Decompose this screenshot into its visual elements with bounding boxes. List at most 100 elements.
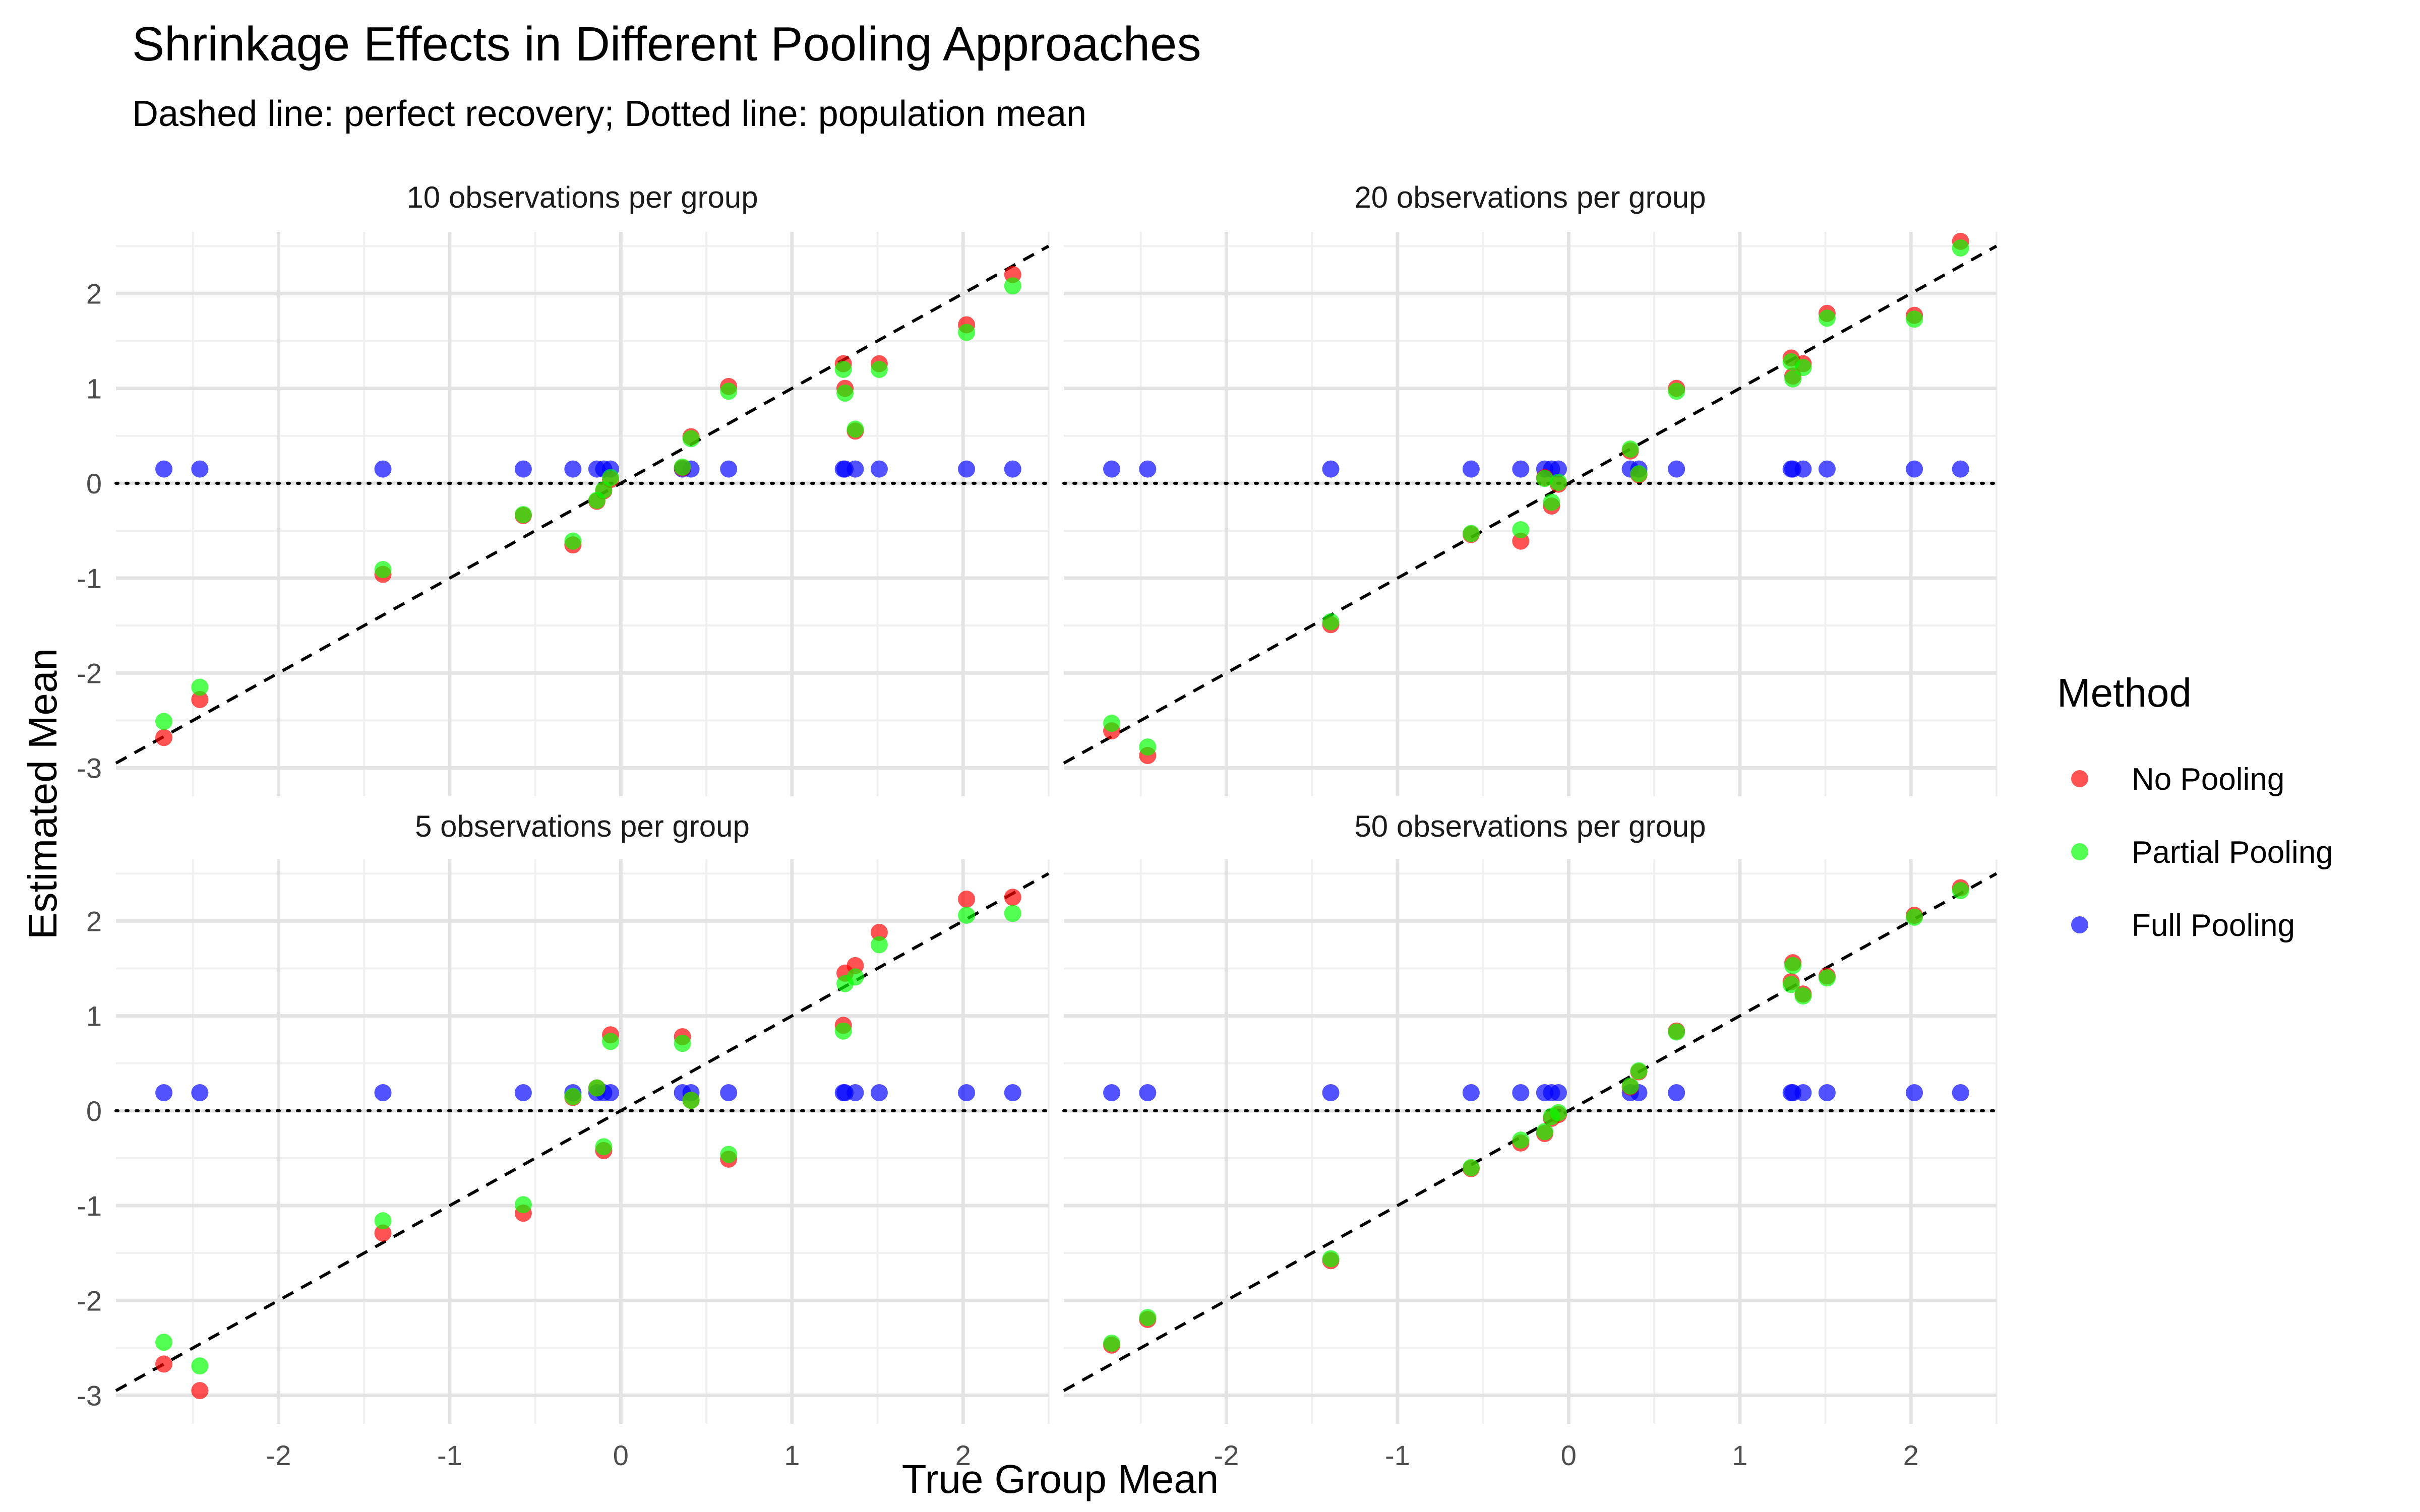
facet-label: 10 observations per group xyxy=(406,180,758,214)
data-point xyxy=(870,936,888,954)
data-point xyxy=(1668,1084,1685,1102)
data-point xyxy=(1103,1084,1121,1102)
data-point xyxy=(1818,460,1836,478)
legend-key xyxy=(2071,916,2088,933)
data-point xyxy=(1550,1104,1567,1121)
x-tick-label: 2 xyxy=(955,1439,971,1471)
data-point xyxy=(1462,525,1480,542)
y-tick-label: -1 xyxy=(77,562,102,594)
data-point xyxy=(1512,521,1530,539)
data-point xyxy=(1550,460,1567,478)
data-point xyxy=(155,729,173,746)
y-axis-title: Estimated Mean xyxy=(20,648,65,939)
chart-title: Shrinkage Effects in Different Pooling A… xyxy=(132,17,1201,71)
data-point xyxy=(1668,460,1685,478)
data-point xyxy=(155,1084,173,1102)
data-point xyxy=(1462,460,1480,478)
data-point xyxy=(1139,1309,1157,1327)
data-point xyxy=(720,1084,738,1102)
data-point xyxy=(1543,493,1560,511)
data-point xyxy=(1512,1131,1530,1149)
data-point xyxy=(1322,613,1340,631)
y-tick-label: -3 xyxy=(77,1380,102,1412)
data-point xyxy=(834,360,852,378)
data-point xyxy=(191,678,209,696)
data-point xyxy=(1794,1084,1812,1102)
data-point xyxy=(1322,460,1340,478)
data-point xyxy=(1103,1335,1121,1352)
perfect-recovery-line xyxy=(115,872,1050,1392)
facet-panels: 10 observations per group -3 -2 -1 0 1 2 20 obs… xyxy=(77,180,1998,1471)
data-point xyxy=(602,1084,620,1102)
data-point xyxy=(682,1092,700,1109)
data-point xyxy=(514,460,532,478)
data-point xyxy=(191,460,209,478)
data-point xyxy=(374,1224,392,1242)
data-point xyxy=(1818,1084,1836,1102)
data-point xyxy=(1139,460,1157,478)
legend-label: No Pooling xyxy=(2132,762,2284,797)
data-point xyxy=(1668,1023,1685,1041)
data-point xyxy=(1906,908,1923,926)
data-point xyxy=(1818,309,1836,327)
facet-label: 5 observations per group xyxy=(415,809,750,843)
legend-label: Partial Pooling xyxy=(2132,835,2333,870)
data-point xyxy=(1630,465,1648,482)
data-point xyxy=(1004,460,1021,478)
data-point xyxy=(191,691,209,708)
legend: Method No Pooling Partial Pooling Full Poo… xyxy=(2057,670,2333,943)
x-tick-label: -2 xyxy=(266,1439,291,1471)
data-point xyxy=(846,420,864,438)
perfect-recovery-line xyxy=(1063,872,1998,1392)
data-point xyxy=(1004,277,1021,295)
data-point xyxy=(836,385,854,402)
data-point xyxy=(514,1196,532,1214)
data-point xyxy=(870,360,888,378)
legend-label: Full Pooling xyxy=(2132,908,2295,943)
data-point xyxy=(1139,1084,1157,1102)
y-tick-label: -2 xyxy=(77,1285,102,1316)
data-point xyxy=(1621,1077,1639,1095)
data-point xyxy=(870,460,888,478)
data-point xyxy=(1952,460,1969,478)
legend-title: Method xyxy=(2057,670,2192,715)
data-point xyxy=(870,1084,888,1102)
data-point xyxy=(191,1382,209,1400)
data-point xyxy=(958,1084,976,1102)
data-point xyxy=(588,1079,606,1097)
x-tick-label: 0 xyxy=(1561,1439,1577,1471)
data-point xyxy=(1906,1084,1923,1102)
data-point xyxy=(1462,1084,1480,1102)
x-tick-label: 1 xyxy=(784,1439,800,1471)
x-tick-label: -1 xyxy=(437,1439,462,1471)
data-point xyxy=(1550,473,1567,491)
data-point xyxy=(155,1355,173,1373)
data-point xyxy=(1794,987,1812,1005)
data-point xyxy=(1952,239,1969,257)
x-tick-label: 2 xyxy=(1903,1439,1919,1471)
data-point xyxy=(514,506,532,523)
facet-panel: 5 observations per group -3 -2 -1 0 1 2 -2 -1 0 1 2 xyxy=(77,809,1050,1471)
data-point xyxy=(374,1084,392,1102)
data-point xyxy=(191,1357,209,1375)
data-point xyxy=(1139,738,1157,756)
data-point xyxy=(674,1035,691,1052)
legend-key xyxy=(2071,843,2088,860)
data-point xyxy=(1630,1062,1648,1080)
data-point xyxy=(602,469,620,486)
data-point xyxy=(1103,460,1121,478)
facet-panel: 20 observations per group xyxy=(1062,180,1998,796)
data-point xyxy=(1782,976,1800,993)
data-point xyxy=(374,460,392,478)
data-point xyxy=(564,1088,582,1105)
data-point xyxy=(1794,359,1812,376)
data-point xyxy=(155,713,173,730)
y-tick-label: 2 xyxy=(86,278,102,309)
facet-label: 50 observations per group xyxy=(1354,809,1706,843)
y-tick-label: 0 xyxy=(86,468,102,499)
data-point xyxy=(1512,1084,1530,1102)
y-tick-label: 2 xyxy=(86,905,102,937)
data-point xyxy=(1668,383,1685,400)
